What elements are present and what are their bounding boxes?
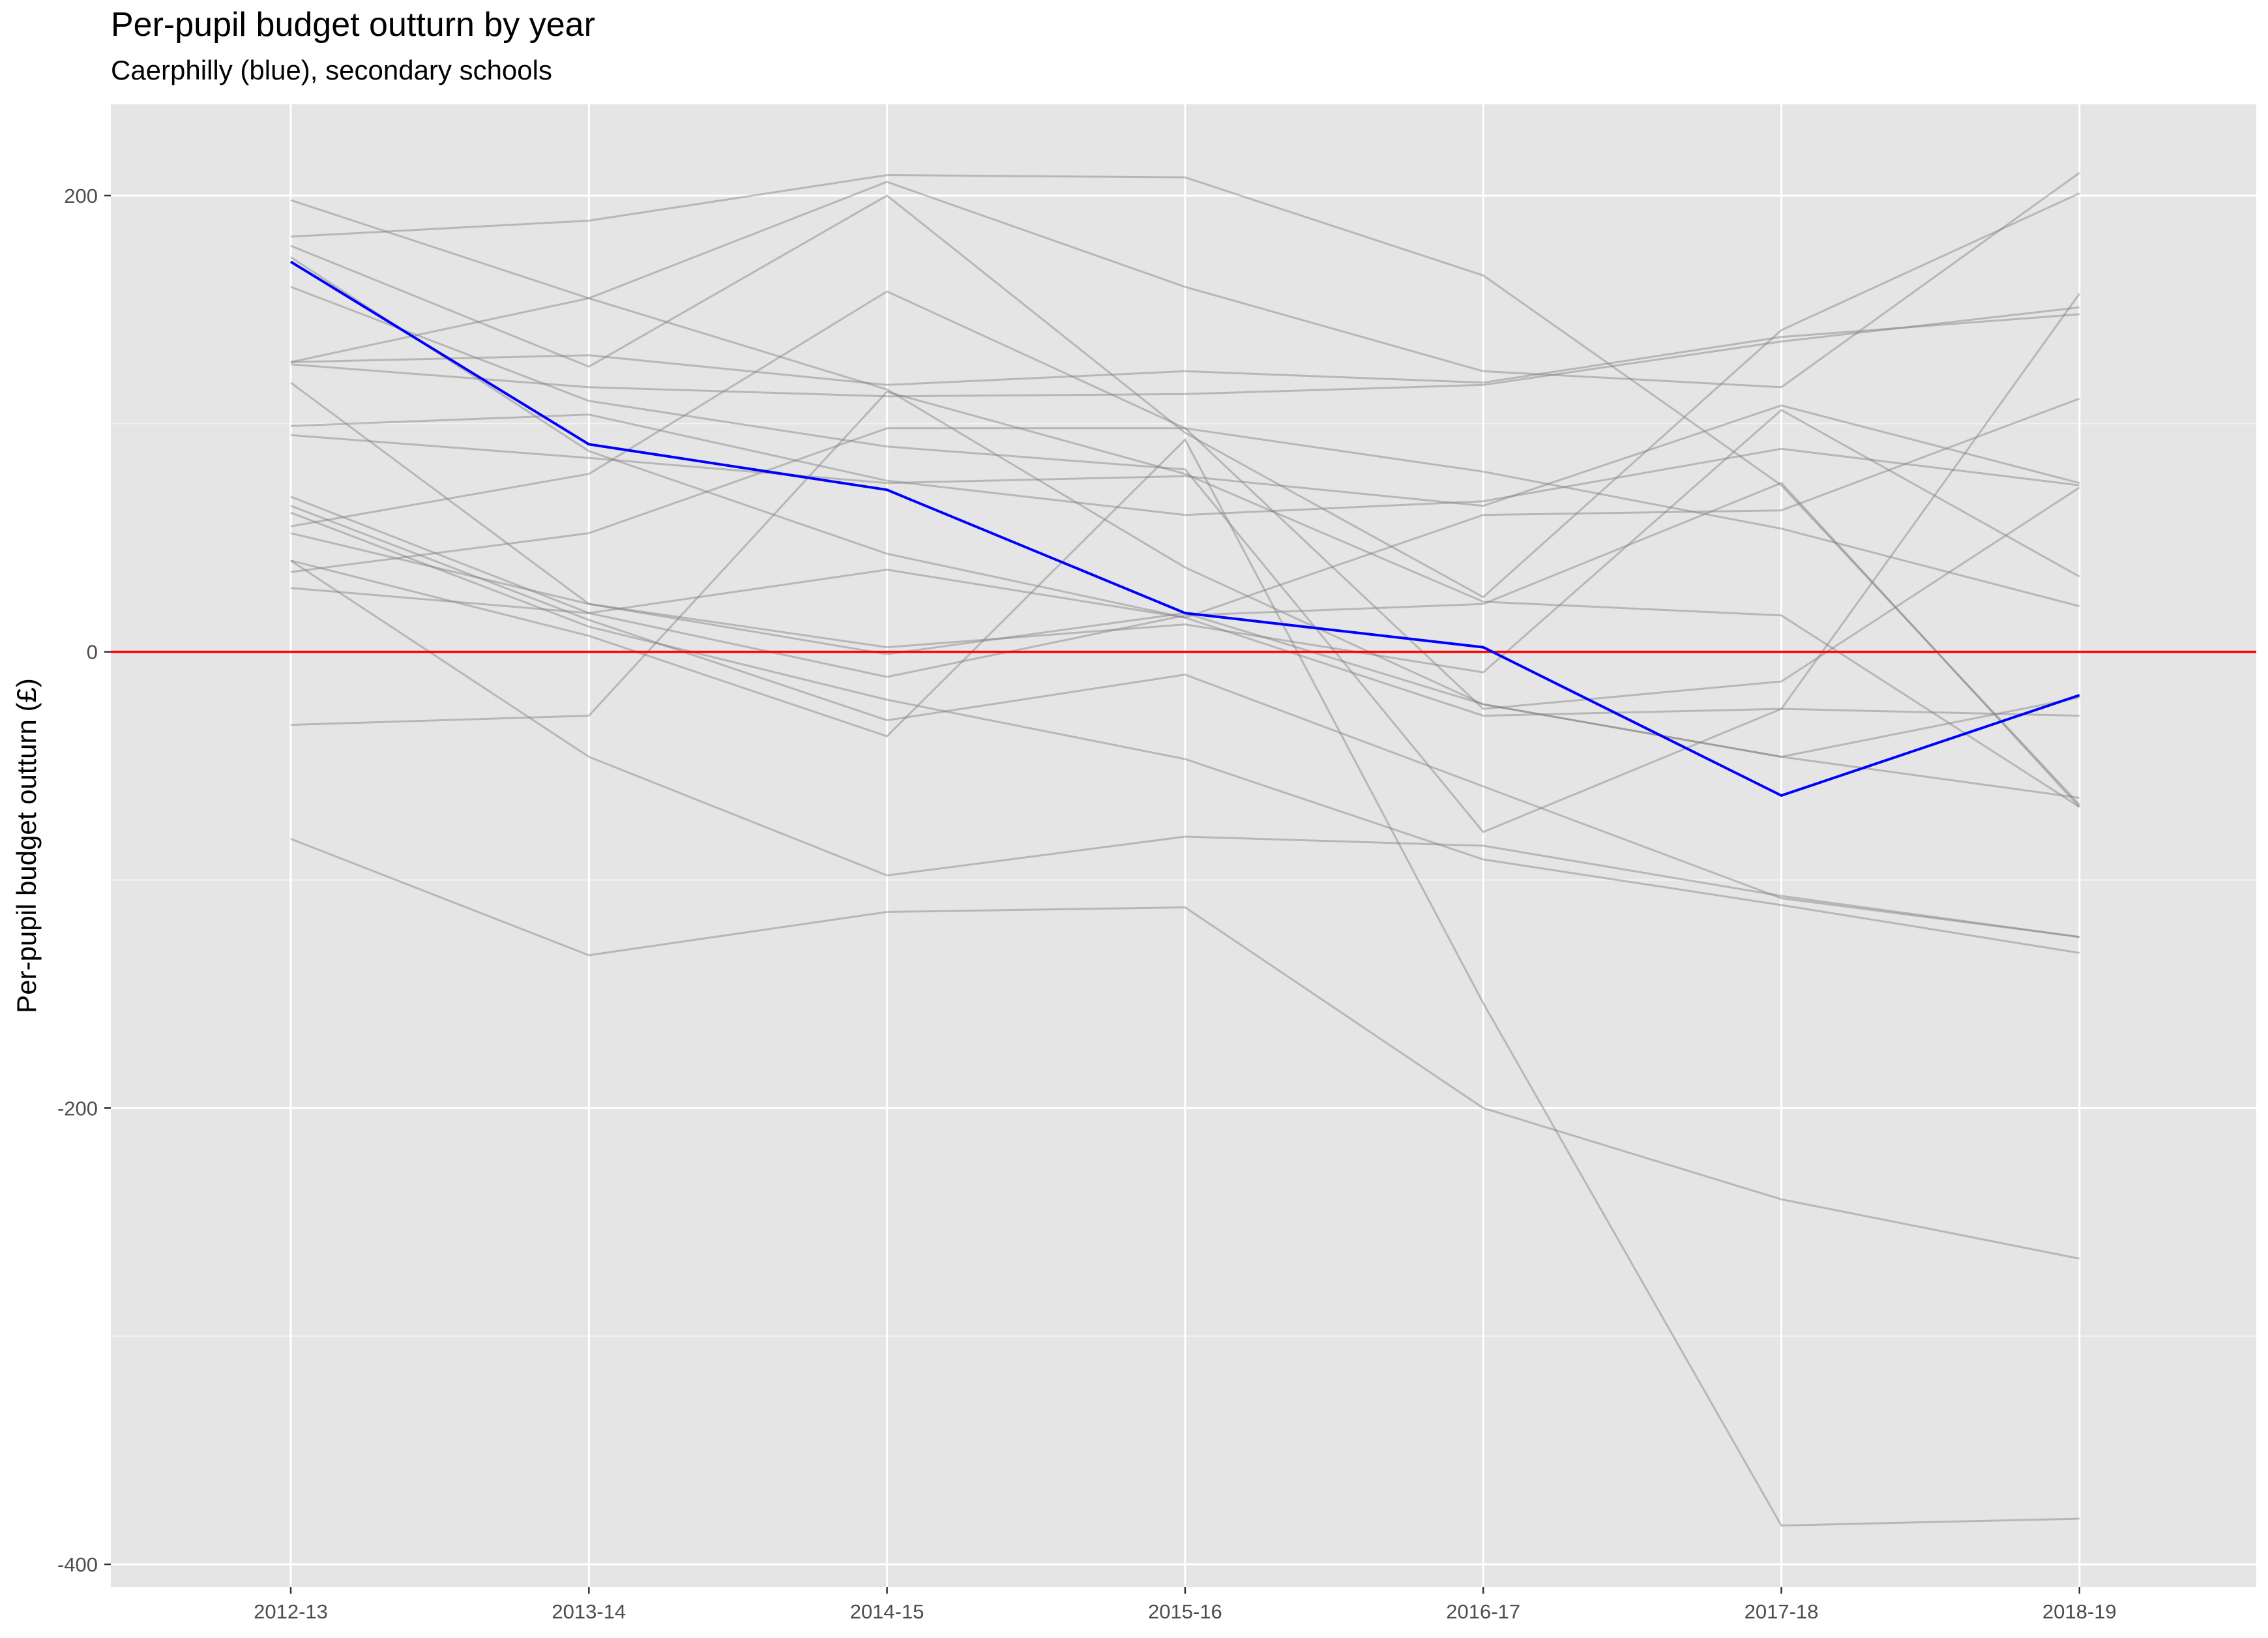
y-tick-label: -200 <box>57 1097 98 1120</box>
chart-subtitle: Caerphilly (blue), secondary schools <box>111 55 552 85</box>
series-line-school-18 <box>290 559 2080 938</box>
series-line-school-6 <box>290 313 2080 386</box>
series-line-school-2 <box>290 173 2080 806</box>
series-line-school-3 <box>290 192 2080 599</box>
series-line-caerphilly <box>289 260 2080 797</box>
series-line-school-21 <box>290 838 2080 1260</box>
x-tick-label: 2016-17 <box>1446 1600 1520 1623</box>
x-tick-label: 2017-18 <box>1745 1600 1819 1623</box>
y-tick-label: -400 <box>57 1553 98 1576</box>
x-tick-label: 2018-19 <box>2042 1600 2117 1623</box>
x-tick-label: 2012-13 <box>254 1600 328 1623</box>
series-line-school-1 <box>290 199 2080 758</box>
series-line-school-20 <box>290 391 2080 808</box>
series-line-school-15 <box>290 290 2080 608</box>
y-tick-label: 0 <box>87 641 98 664</box>
series-line-school-10 <box>290 404 2080 507</box>
series-line-school-9 <box>290 413 2080 516</box>
y-axis-title: Per-pupil budget outturn (£) <box>11 678 42 1013</box>
series-line-school-5 <box>290 171 2080 389</box>
minor-gridlines <box>111 423 2256 1337</box>
other-schools-series <box>290 171 2081 1527</box>
x-axis: 2012-13 2013-14 2014-15 2015-16 2016-17 2017-… <box>254 1587 2117 1623</box>
series-line-school-8 <box>290 381 2080 674</box>
series-line-school-22 <box>290 286 2081 833</box>
series-line-school-12 <box>290 505 2080 938</box>
y-axis: 200 0 -200 -400 <box>57 185 111 1576</box>
series-line-school-17 <box>290 397 2080 619</box>
y-tick-label: 200 <box>64 185 98 207</box>
chart-title: Per-pupil budget outturn by year <box>111 6 595 44</box>
series-line-school-7 <box>290 306 2080 398</box>
x-tick-label: 2013-14 <box>552 1600 626 1623</box>
series-line-school-16 <box>290 438 2080 1527</box>
series-line-school-11 <box>290 481 2080 808</box>
plot-panel <box>111 104 2256 1587</box>
series-line-school-4 <box>290 256 2080 717</box>
x-tick-label: 2015-16 <box>1148 1600 1222 1623</box>
series-line-school-13 <box>290 511 2080 954</box>
series-line-school-19 <box>290 427 2080 710</box>
x-tick-label: 2014-15 <box>850 1600 924 1623</box>
